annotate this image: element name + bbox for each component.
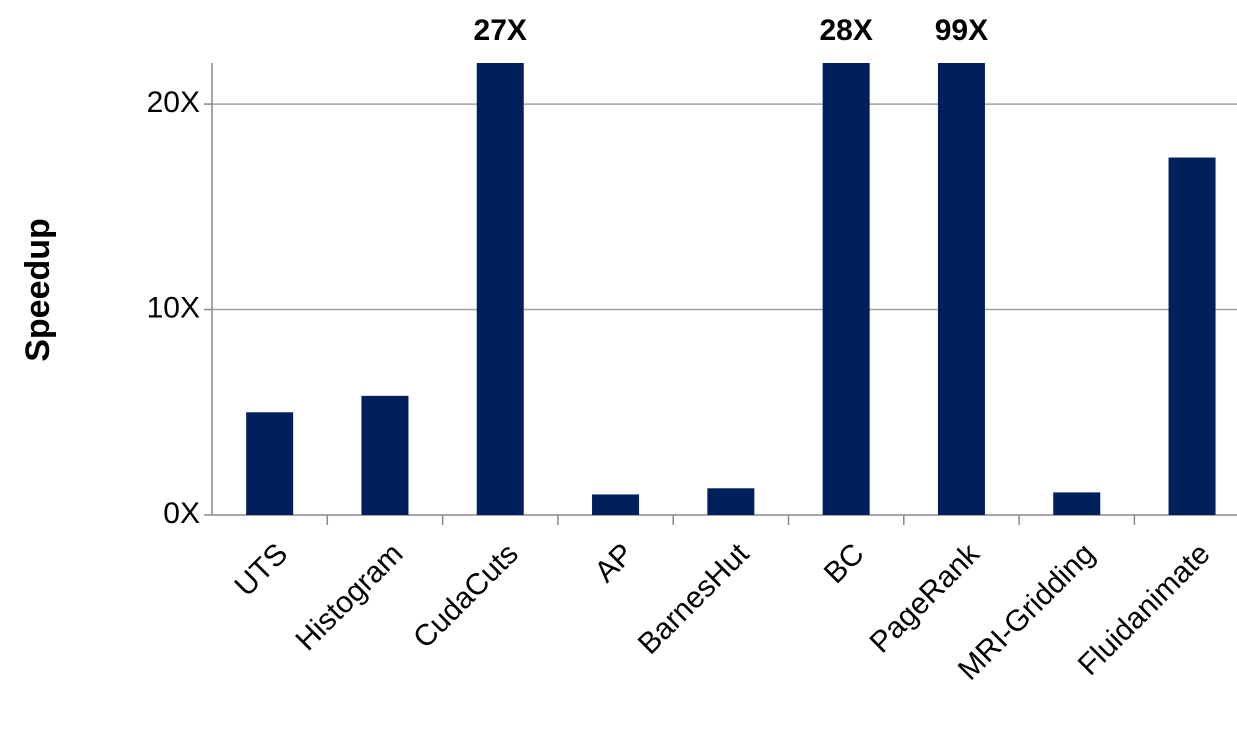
value-label: 27X	[474, 14, 527, 47]
bar	[592, 494, 640, 515]
bar	[361, 395, 409, 515]
x-tick-label: CudaCuts	[407, 537, 525, 655]
y-tick-label: 20X	[147, 86, 200, 119]
bar	[1053, 492, 1101, 515]
x-tick-label: PageRank	[864, 537, 987, 660]
x-tick-label: UTS	[228, 537, 294, 603]
bar	[246, 412, 294, 515]
y-tick-label: 10X	[147, 291, 200, 324]
y-tick-label: 0X	[163, 497, 200, 530]
bar	[476, 63, 524, 515]
bar	[937, 63, 985, 515]
x-tick-label: BarnesHut	[632, 537, 756, 661]
value-label: 28X	[819, 14, 872, 47]
bar	[822, 63, 870, 515]
x-tick-label: BC	[818, 537, 871, 590]
value-label: 99X	[935, 14, 988, 47]
x-tick-label: Histogram	[290, 537, 410, 657]
y-axis-title: Speedup	[19, 218, 57, 362]
bar	[1168, 157, 1216, 515]
bar	[707, 488, 755, 515]
x-tick-label: AP	[588, 537, 640, 589]
plot-area	[246, 63, 1216, 515]
